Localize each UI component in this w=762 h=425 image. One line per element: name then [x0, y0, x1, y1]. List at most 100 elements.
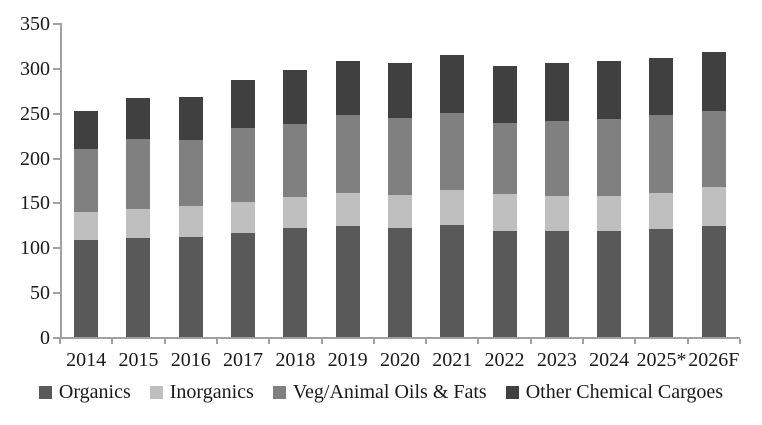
y-axis-tick: [53, 337, 60, 339]
legend-label: Other Chemical Cargoes: [525, 381, 724, 403]
legend-label: Veg/Animal Oils & Fats: [292, 381, 487, 403]
bar-segment-2014-organics: [74, 240, 99, 337]
bar-segment-2017-inorganics: [231, 202, 256, 233]
bar-segment-2022-veg-animal-oils-fats: [492, 122, 517, 195]
bar-segment-2018-organics: [283, 228, 308, 337]
x-axis-tick: [59, 339, 61, 344]
bar-segment-2025-inorganics: [649, 192, 674, 230]
x-axis-label-2016: 2016: [170, 349, 211, 371]
bar-segment-2023-veg-animal-oils-fats: [544, 120, 569, 197]
y-axis-tick: [53, 67, 60, 70]
x-axis-label-2020: 2020: [379, 349, 420, 371]
bar-segment-2026F-veg-animal-oils-fats: [701, 110, 726, 188]
bar-segment-2019-organics: [335, 225, 360, 337]
legend-label: Inorganics: [169, 381, 254, 403]
x-axis-label-2015: 2015: [118, 349, 159, 371]
bar-segment-2016-other-chemical-cargoes: [178, 96, 203, 140]
bar-segment-2024-organics: [597, 231, 622, 337]
x-axis-label-2026F: 2026F: [688, 349, 740, 371]
bar-segment-2020-other-chemical-cargoes: [387, 63, 412, 119]
y-axis-tick: [53, 112, 60, 115]
y-axis-line: [60, 23, 62, 339]
bar-segment-2014-other-chemical-cargoes: [74, 110, 99, 149]
bar-segment-2015-inorganics: [126, 208, 151, 239]
bar-segment-2017-veg-animal-oils-fats: [231, 127, 256, 203]
bar-segment-2022-other-chemical-cargoes: [492, 66, 517, 123]
bar-segment-2026F-other-chemical-cargoes: [701, 51, 726, 111]
bar-segment-2021-organics: [440, 224, 465, 337]
bar-segment-2024-inorganics: [597, 196, 622, 232]
bar-segment-2023-inorganics: [544, 196, 569, 232]
bar-segment-2016-veg-animal-oils-fats: [178, 139, 203, 206]
legend-swatch-icon: [272, 386, 286, 399]
chart-legend: Organics Inorganics Veg/Animal Oils & Fats…: [0, 381, 762, 404]
legend-swatch-icon: [38, 386, 52, 399]
legend-item-veg-animal-oils-fats: Veg/Animal Oils & Fats: [272, 381, 487, 404]
x-axis-label-2017: 2017: [223, 349, 264, 371]
y-axis-tick: [53, 202, 60, 205]
bar-segment-2022-organics: [492, 231, 517, 337]
bar-segment-2025-other-chemical-cargoes: [649, 57, 674, 115]
bar-segment-2020-inorganics: [387, 195, 412, 228]
y-axis-tick-label: 200: [20, 147, 50, 170]
bar-segment-2015-other-chemical-cargoes: [126, 98, 151, 139]
bar-segment-2019-veg-animal-oils-fats: [335, 115, 360, 193]
x-axis-label-2025: 2025*: [636, 349, 687, 371]
y-axis-tick-label: 50: [30, 282, 50, 305]
bar-segment-2021-veg-animal-oils-fats: [440, 112, 465, 190]
bar-segment-2024-other-chemical-cargoes: [597, 60, 622, 119]
bar-segment-2021-other-chemical-cargoes: [440, 55, 465, 113]
x-axis-line: [60, 337, 740, 339]
x-axis-label-2019: 2019: [327, 349, 368, 371]
legend-swatch-icon: [149, 386, 163, 399]
bar-segment-2024-veg-animal-oils-fats: [597, 118, 622, 197]
y-axis-tick-label: 300: [20, 57, 50, 80]
y-axis-tick: [53, 23, 60, 25]
legend-item-organics: Organics: [38, 381, 131, 404]
bar-segment-2018-inorganics: [283, 197, 308, 229]
legend-label: Organics: [58, 381, 131, 403]
x-axis-label-2018: 2018: [275, 349, 316, 371]
x-axis-tick: [215, 339, 218, 344]
x-axis-tick: [738, 339, 741, 344]
y-axis-tick: [53, 292, 60, 295]
x-axis-tick: [111, 339, 114, 344]
bar-segment-2014-veg-animal-oils-fats: [74, 148, 99, 213]
bar-segment-2023-organics: [544, 231, 569, 337]
bar-segment-2015-organics: [126, 238, 151, 337]
bar-segment-2019-other-chemical-cargoes: [335, 60, 360, 116]
x-axis-tick: [686, 339, 689, 344]
bar-segment-2023-other-chemical-cargoes: [544, 63, 569, 121]
bar-segment-2018-veg-animal-oils-fats: [283, 124, 308, 198]
bar-segment-2026F-organics: [701, 225, 726, 337]
x-axis-tick: [320, 339, 323, 344]
bar-segment-2020-veg-animal-oils-fats: [387, 118, 412, 196]
y-axis-tick-label: 350: [20, 13, 50, 35]
bar-segment-2017-organics: [231, 232, 256, 337]
x-axis-label-2023: 2023: [536, 349, 577, 371]
x-axis-tick: [477, 339, 480, 344]
x-axis-label-2021: 2021: [432, 349, 473, 371]
x-axis-label-2022: 2022: [484, 349, 525, 371]
bar-segment-2016-organics: [178, 236, 203, 337]
x-axis-tick: [268, 339, 271, 344]
x-axis-tick: [529, 339, 532, 344]
bar-segment-2022-inorganics: [492, 194, 517, 232]
legend-item-other-chemical-cargoes: Other Chemical Cargoes: [505, 381, 724, 404]
x-axis-tick: [372, 339, 375, 344]
x-axis-tick: [425, 339, 428, 344]
y-axis-tick-label: 0: [40, 327, 50, 349]
bar-segment-2021-inorganics: [440, 189, 465, 225]
y-axis-tick-label: 100: [20, 237, 50, 260]
legend-swatch-icon: [505, 386, 519, 399]
x-axis-label-2014: 2014: [66, 349, 107, 371]
bar-segment-2019-inorganics: [335, 192, 360, 226]
bar-segment-2018-other-chemical-cargoes: [283, 69, 308, 125]
x-axis-tick: [582, 339, 584, 344]
bar-segment-2014-inorganics: [74, 212, 99, 241]
legend-item-inorganics: Inorganics: [149, 381, 254, 404]
y-axis-tick-label: 250: [20, 102, 50, 125]
bar-segment-2015-veg-animal-oils-fats: [126, 138, 151, 209]
x-axis-tick: [163, 339, 166, 344]
